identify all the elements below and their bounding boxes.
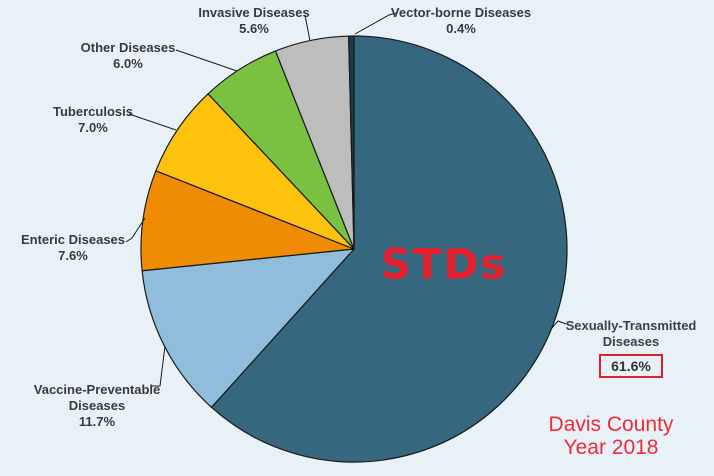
label-invasive-pct: 5.6% [239, 21, 269, 36]
label-other-name: Other Diseases [80, 40, 176, 55]
label-sexually-transmitted-diseases: Sexually-Transmitted Diseases 61.6% [556, 318, 706, 378]
pie-slice-vector [348, 35, 355, 250]
leader-line-other [175, 49, 238, 72]
footer-county: Davis County [548, 413, 674, 436]
leader-line-vaccine [152, 345, 166, 387]
footer-year: Year 2018 [563, 436, 659, 459]
label-vector-name: Vector-borne Diseases [390, 5, 532, 20]
leader-line-enteric [125, 217, 146, 243]
leader-line-invasive [304, 14, 311, 42]
label-vaccine-name: Vaccine-Preventable Diseases [33, 382, 161, 413]
leader-line-vector [354, 12, 397, 35]
label-tuberculosis-pct: 7.0% [78, 120, 108, 135]
label-other-pct: 6.0% [113, 56, 143, 71]
label-vector-pct: 0.4% [446, 21, 476, 36]
leader-line-stds [551, 320, 567, 329]
pie-slices [140, 35, 568, 463]
leader-lines [125, 12, 567, 387]
leader-line-tuberculosis [128, 113, 177, 131]
label-enteric-name: Enteric Diseases [20, 232, 126, 247]
label-other-diseases: Other Diseases 6.0% [73, 40, 183, 72]
pie-slice-vaccine [141, 248, 355, 408]
label-vaccine-preventable-diseases: Vaccine-Preventable Diseases 11.7% [27, 382, 167, 430]
label-enteric-pct: 7.6% [58, 248, 88, 263]
pie-slice-enteric [140, 170, 355, 272]
label-enteric-diseases: Enteric Diseases 7.6% [8, 232, 138, 264]
label-tuberculosis-name: Tuberculosis [53, 104, 133, 119]
label-stds-name: Sexually-Transmitted Diseases [565, 318, 697, 349]
label-invasive-name: Invasive Diseases [198, 5, 310, 20]
stds-annotation: STDs [380, 239, 508, 289]
label-vaccine-pct: 11.7% [78, 414, 116, 429]
label-tuberculosis: Tuberculosis 7.0% [38, 104, 148, 136]
label-vector-borne-diseases: Vector-borne Diseases 0.4% [376, 5, 546, 37]
pie-slice-stds [210, 35, 568, 463]
stds-percent-box: 61.6% [599, 354, 663, 378]
footer-note: Davis County Year 2018 [531, 413, 691, 459]
label-invasive-diseases: Invasive Diseases 5.6% [189, 5, 319, 37]
